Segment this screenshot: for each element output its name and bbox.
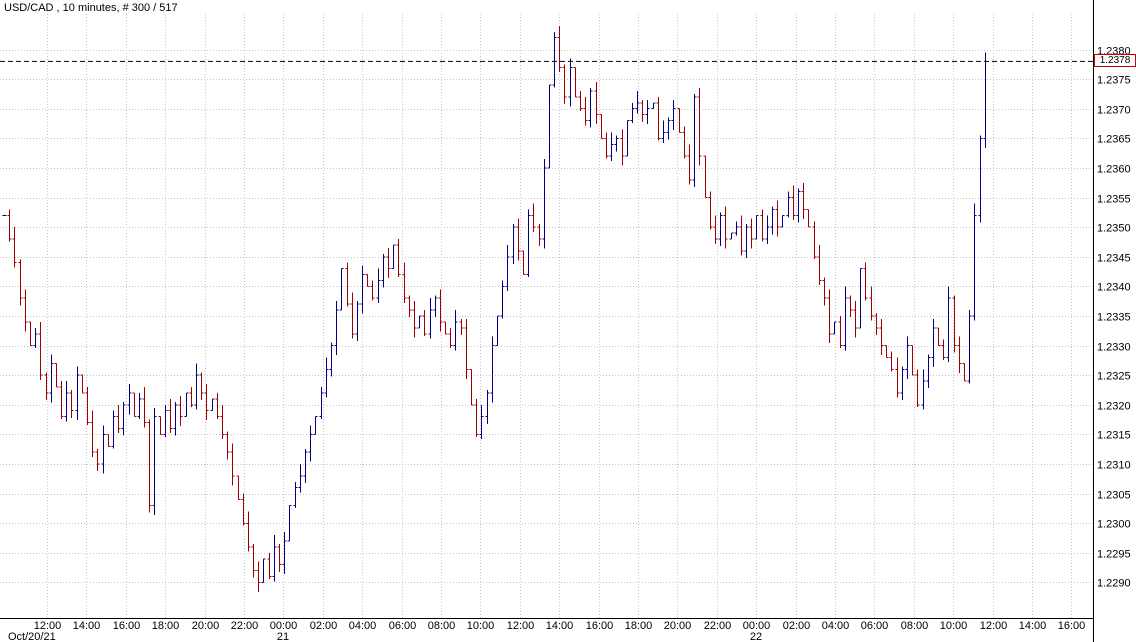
y-axis-label: 1.2375 — [1097, 75, 1131, 87]
x-axis-day-label: Oct/20/21 — [8, 631, 56, 642]
y-axis-label: 1.2300 — [1097, 519, 1131, 531]
x-axis-label: 16:00 — [586, 620, 614, 632]
x-axis-label: 02:00 — [310, 620, 338, 632]
x-axis-label: 06:00 — [389, 620, 417, 632]
x-axis-label: 22:00 — [704, 620, 732, 632]
price-bars — [2, 25, 988, 592]
y-axis-label: 1.2345 — [1097, 253, 1131, 265]
current-price-tag: 1.2378 — [1094, 54, 1136, 67]
x-axis-label: 12:00 — [34, 620, 62, 632]
grid-lines — [0, 14, 1093, 618]
x-axis-label: 16:00 — [1058, 620, 1086, 632]
x-axis-label: 14:00 — [546, 620, 574, 632]
y-axis-label: 1.2365 — [1097, 134, 1131, 146]
x-axis-label: 00:00 — [270, 620, 298, 632]
x-axis-label: 18:00 — [152, 620, 180, 632]
x-axis-label: 22:00 — [231, 620, 259, 632]
y-axis-label: 1.2330 — [1097, 342, 1131, 354]
x-axis-label: 12:00 — [980, 620, 1008, 632]
x-axis-label: 04:00 — [349, 620, 377, 632]
y-axis-label: 1.2305 — [1097, 490, 1131, 502]
y-axis-label: 1.2295 — [1097, 549, 1131, 561]
x-axis-label: 12:00 — [507, 620, 535, 632]
x-axis-label: 20:00 — [192, 620, 220, 632]
y-axis-label: 1.2370 — [1097, 105, 1131, 117]
y-axis-label: 1.2340 — [1097, 282, 1131, 294]
x-axis-label: 20:00 — [664, 620, 692, 632]
chart-title: USD/CAD , 10 minutes, # 300 / 517 — [4, 2, 178, 14]
y-axis-label: 1.2335 — [1097, 312, 1131, 324]
x-axis-label: 08:00 — [428, 620, 456, 632]
y-axis-label: 1.2320 — [1097, 401, 1131, 413]
y-axis-label: 1.2350 — [1097, 223, 1131, 235]
y-axis-label: 1.2315 — [1097, 430, 1131, 442]
x-axis-label: 14:00 — [1019, 620, 1047, 632]
y-axis-label: 1.2360 — [1097, 164, 1131, 176]
x-axis-label: 06:00 — [861, 620, 889, 632]
y-axis-label: 1.2310 — [1097, 460, 1131, 472]
x-axis-label: 04:00 — [822, 620, 850, 632]
x-axis-day-label: 21 — [277, 631, 289, 642]
y-axis-label: 1.2290 — [1097, 578, 1131, 590]
x-axis-label: 16:00 — [113, 620, 141, 632]
x-axis-label: 02:00 — [783, 620, 811, 632]
y-axis-label: 1.2325 — [1097, 371, 1131, 383]
axis-labels: 1.23801.23751.23701.23651.23601.23551.23… — [8, 46, 1131, 642]
x-axis-label: 08:00 — [901, 620, 929, 632]
x-axis-label: 10:00 — [467, 620, 495, 632]
x-axis-label: 10:00 — [940, 620, 968, 632]
y-axis-label: 1.2355 — [1097, 194, 1131, 206]
x-axis-label: 18:00 — [625, 620, 653, 632]
x-axis-day-label: 22 — [750, 631, 762, 642]
x-axis-label: 00:00 — [743, 620, 771, 632]
x-axis-label: 14:00 — [73, 620, 101, 632]
